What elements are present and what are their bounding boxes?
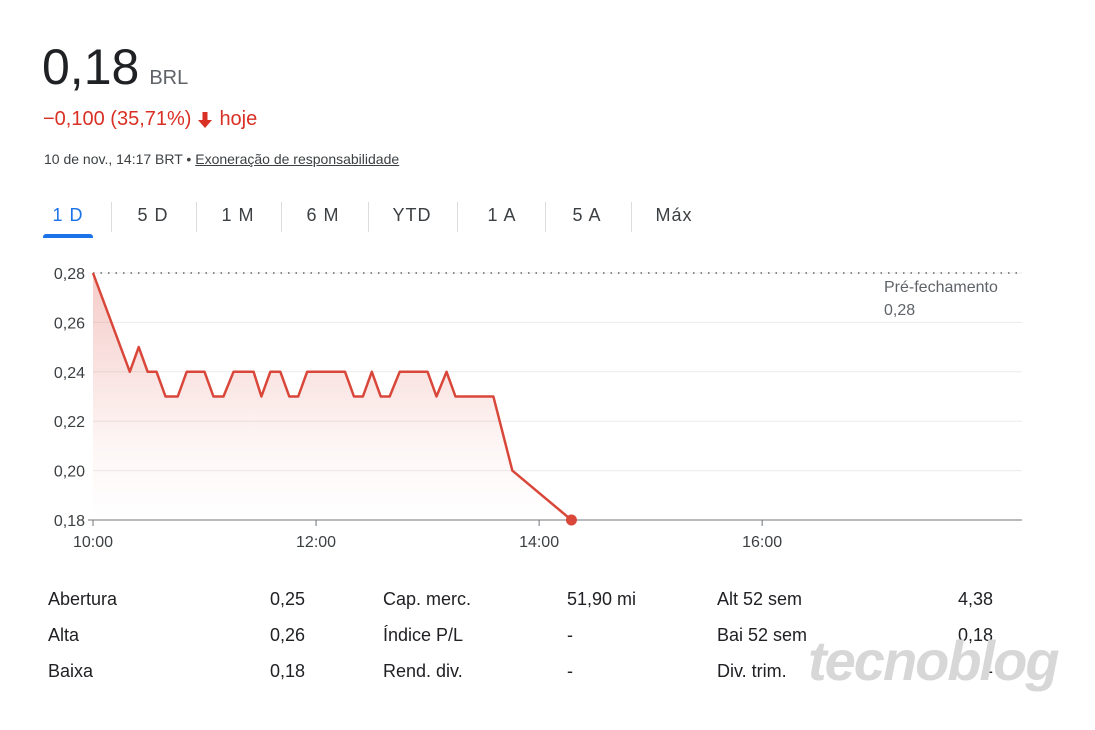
y-tick-label: 0,22 (54, 414, 85, 431)
y-tick-label: 0,28 (54, 266, 85, 283)
currency: BRL (149, 67, 189, 89)
stat-label: Rend. div. (383, 661, 463, 681)
tab-separator (630, 202, 632, 232)
price-row: 0,18 BRL (42, 38, 188, 96)
stat-label: Bai 52 sem (717, 625, 808, 645)
last-point (565, 514, 577, 526)
tab-separator (110, 202, 112, 232)
tab-separator (280, 202, 282, 232)
stat-value: 4,38 (957, 589, 993, 609)
down-arrow (198, 111, 213, 128)
range-tab[interactable]: 5 D (137, 205, 169, 225)
previous-close-label: Pré-fechamento (884, 279, 998, 296)
timestamp: 10 de nov., 14:17 BRT • (44, 151, 192, 167)
stat-label: Alta (48, 625, 80, 645)
tab-separator (457, 202, 458, 232)
tab-separator (544, 202, 546, 232)
range-tab[interactable]: 6 M (306, 205, 340, 225)
change: −0,100 (35,71%) (43, 108, 192, 130)
price-line (91, 272, 573, 521)
x-tick-label: 12:00 (296, 534, 336, 551)
stat-value: 0,25 (269, 589, 305, 609)
stat-label: Baixa (48, 661, 94, 681)
chart: 0,18 0,20 0,22 0,24 0,26 0,28 10:00 12:00 14:00 1… (54, 266, 1022, 551)
stat-value: 51,90 mi (567, 589, 637, 609)
stat-label: Alt 52 sem (717, 589, 803, 609)
stat-value: - (987, 661, 993, 681)
stat-value: 0,18 (957, 625, 993, 645)
range-tab[interactable]: YTD (392, 205, 432, 225)
watermark: tecnoblog (808, 629, 1060, 692)
stat-label: Abertura (48, 589, 118, 609)
stat-label: Cap. merc. (383, 589, 472, 609)
range-tab[interactable]: 1 M (221, 205, 255, 225)
range-tab[interactable]: 5 A (572, 205, 602, 225)
range-tab[interactable]: 1 D (52, 205, 84, 225)
y-tick-label: 0,20 (54, 464, 85, 481)
previous-close-value: 0,28 (884, 302, 915, 319)
change-row: −0,100 (35,71%) hoje (43, 108, 257, 131)
x-tick-label: 16:00 (742, 534, 782, 551)
active-tab-underline (43, 234, 93, 238)
y-tick-label: 0,26 (54, 315, 85, 332)
tab-separator (367, 202, 369, 232)
price: 0,18 (42, 39, 140, 95)
disclaimer-link[interactable]: Exoneração de responsabilidade (195, 151, 400, 167)
range-tab[interactable]: Máx (655, 205, 693, 225)
stat-value: - (567, 625, 573, 645)
y-tick-label: 0,18 (54, 513, 85, 530)
timestamp-row: 10 de nov., 14:17 BRT • Exoneração de re… (44, 151, 399, 167)
stat-value: 0,26 (269, 625, 305, 645)
stat-label: Índice P/L (383, 625, 464, 645)
y-tick-label: 0,24 (54, 365, 85, 382)
x-tick-label: 14:00 (519, 534, 559, 551)
change-suffix: hoje (219, 108, 258, 130)
x-tick-label: 10:00 (73, 534, 113, 551)
stat-value: - (567, 661, 573, 681)
tab-separator (195, 202, 197, 232)
stat-value: 0,18 (269, 661, 305, 681)
range-tab[interactable]: 1 A (487, 205, 517, 225)
area-fill (93, 273, 572, 520)
stat-label: Div. trim. (717, 661, 787, 681)
